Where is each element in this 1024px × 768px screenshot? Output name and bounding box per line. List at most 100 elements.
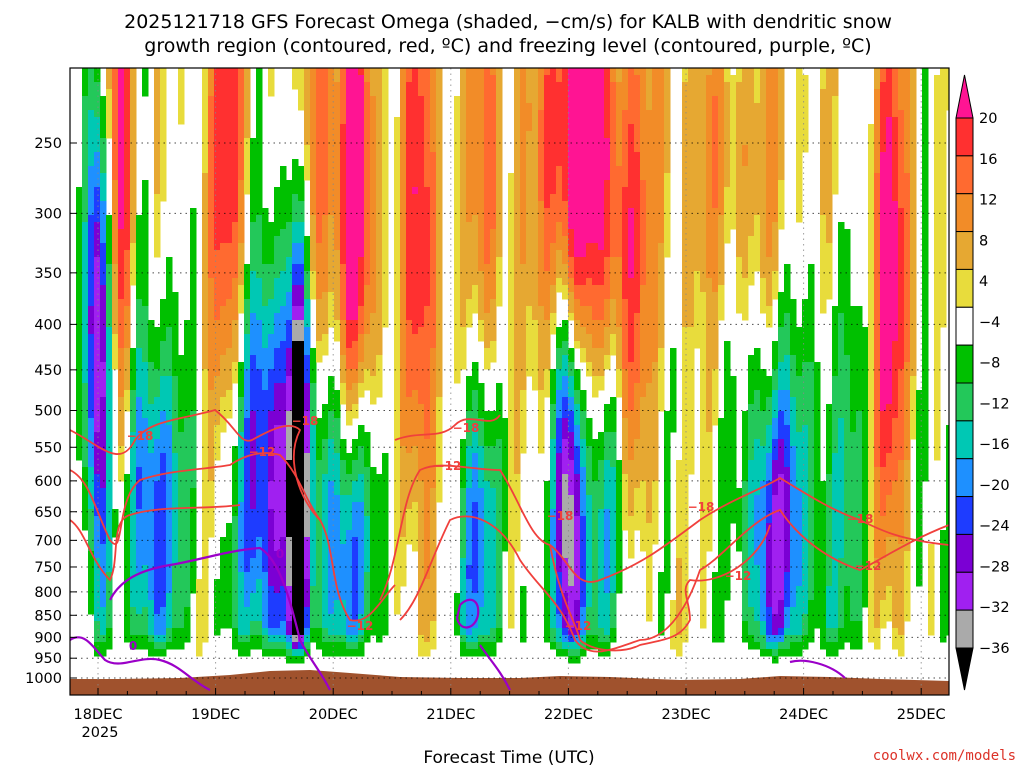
omega-cell <box>112 89 119 97</box>
omega-cell <box>382 600 389 608</box>
omega-cell <box>346 96 353 104</box>
omega-cell <box>394 341 401 349</box>
omega-cell <box>412 271 419 279</box>
omega-cell <box>292 208 299 216</box>
omega-cell <box>400 348 407 356</box>
omega-cell <box>472 110 479 118</box>
omega-cell <box>118 460 125 468</box>
omega-cell <box>166 369 173 377</box>
omega-cell <box>346 145 353 153</box>
omega-cell <box>76 341 83 349</box>
omega-cell <box>496 586 503 594</box>
omega-cell <box>142 82 149 90</box>
omega-cell <box>508 257 515 265</box>
omega-cell <box>238 187 245 195</box>
omega-cell <box>478 586 485 594</box>
omega-cell <box>202 215 209 223</box>
omega-cell <box>142 614 149 622</box>
omega-cell <box>424 348 431 356</box>
omega-cell <box>202 488 209 496</box>
omega-cell <box>112 103 119 111</box>
omega-cell <box>340 558 347 566</box>
omega-cell <box>418 327 425 335</box>
omega-cell <box>340 152 347 160</box>
omega-cell <box>394 362 401 370</box>
omega-cell <box>358 229 365 237</box>
omega-cell <box>142 292 149 300</box>
omega-cell <box>160 327 167 335</box>
omega-cell <box>496 593 503 601</box>
omega-cell <box>490 145 497 153</box>
omega-cell <box>238 264 245 272</box>
omega-cell <box>358 173 365 181</box>
omega-cell <box>346 642 353 650</box>
omega-cell <box>88 397 95 405</box>
omega-cell <box>364 376 371 384</box>
omega-cell <box>316 152 323 160</box>
omega-cell <box>130 201 137 209</box>
omega-cell <box>484 299 491 307</box>
omega-cell <box>82 446 89 454</box>
omega-cell <box>262 635 269 643</box>
omega-cell <box>220 327 227 335</box>
omega-cell <box>274 215 281 223</box>
omega-cell <box>214 173 221 181</box>
omega-cell <box>346 551 353 559</box>
omega-cell <box>190 551 197 559</box>
omega-cell <box>532 68 539 76</box>
omega-cell <box>262 439 269 447</box>
omega-cell <box>370 593 377 601</box>
omega-cell <box>310 600 317 608</box>
omega-cell <box>286 635 293 643</box>
omega-cell <box>262 334 269 342</box>
omega-cell <box>304 313 311 321</box>
omega-cell <box>322 516 329 524</box>
omega-cell <box>238 117 245 125</box>
omega-cell <box>262 264 269 272</box>
omega-cell <box>472 271 479 279</box>
omega-cell <box>154 649 161 657</box>
omega-cell <box>130 369 137 377</box>
omega-cell <box>130 621 137 629</box>
omega-cell <box>100 96 107 104</box>
omega-cell <box>484 243 491 251</box>
omega-cell <box>358 89 365 97</box>
omega-cell <box>304 502 311 510</box>
omega-cell <box>244 397 251 405</box>
omega-cell <box>214 432 221 440</box>
omega-cell <box>172 313 179 321</box>
omega-cell <box>88 243 95 251</box>
omega-cell <box>142 334 149 342</box>
omega-cell <box>490 572 497 580</box>
omega-cell <box>382 96 389 104</box>
omega-cell <box>316 292 323 300</box>
omega-cell <box>112 145 119 153</box>
omega-cell <box>328 397 335 405</box>
omega-cell <box>376 68 383 76</box>
omega-cell <box>190 208 197 216</box>
omega-cell <box>160 89 167 97</box>
omega-cell <box>460 334 467 342</box>
omega-cell <box>208 446 215 454</box>
omega-cell <box>190 348 197 356</box>
omega-cell <box>352 271 359 279</box>
omega-cell <box>286 565 293 573</box>
omega-cell <box>334 187 341 195</box>
omega-cell <box>184 607 191 615</box>
omega-cell <box>376 313 383 321</box>
omega-cell <box>340 278 347 286</box>
omega-cell <box>178 530 185 538</box>
omega-cell <box>202 621 209 629</box>
omega-cell <box>106 110 113 118</box>
omega-cell <box>364 334 371 342</box>
omega-cell <box>106 621 113 629</box>
omega-cell <box>400 187 407 195</box>
omega-cell <box>130 593 137 601</box>
omega-cell <box>346 474 353 482</box>
omega-cell <box>268 502 275 510</box>
omega-cell <box>340 75 347 83</box>
omega-cell <box>262 327 269 335</box>
omega-cell <box>310 404 317 412</box>
omega-cell <box>364 467 371 475</box>
omega-cell <box>490 628 497 636</box>
